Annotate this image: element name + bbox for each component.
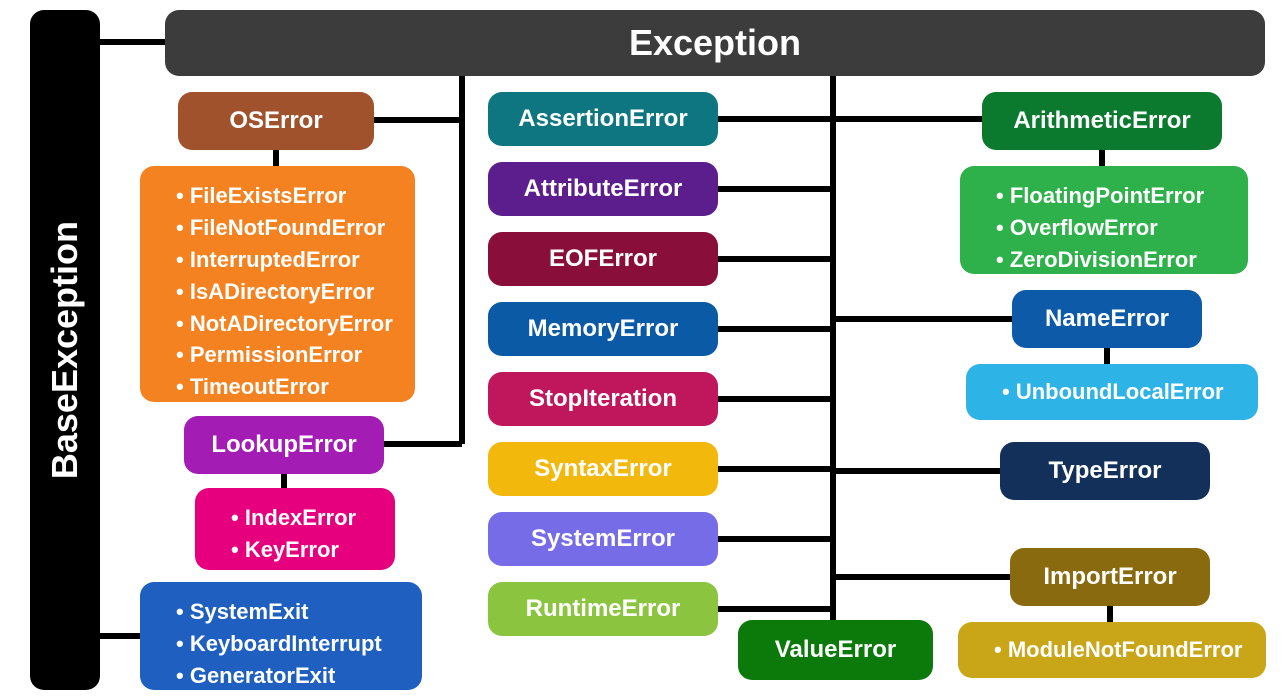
node-memory-error-label: MemoryError	[528, 315, 679, 343]
node-lookup-error-label: LookupError	[211, 431, 356, 459]
list-item: ZeroDivisionError	[996, 244, 1228, 276]
node-value-error: ValueError	[738, 620, 933, 680]
node-eof-error-label: EOFError	[549, 245, 657, 273]
node-arithmetic-error-label: ArithmeticError	[1013, 107, 1190, 135]
list-item: ModuleNotFoundError	[994, 634, 1246, 666]
node-system-error-label: SystemError	[531, 525, 675, 553]
node-stop-iteration-label: StopIteration	[529, 385, 677, 413]
node-syntax-error: SyntaxError	[488, 442, 718, 496]
list-item: UnboundLocalError	[1002, 376, 1238, 408]
node-import-list: ModuleNotFoundError	[958, 622, 1266, 678]
node-name-error: NameError	[1012, 290, 1202, 348]
list-item: SystemExit	[176, 596, 402, 628]
node-exception: Exception	[165, 10, 1265, 76]
node-base-exception-list: SystemExit KeyboardInterrupt GeneratorEx…	[140, 582, 422, 690]
node-memory-error: MemoryError	[488, 302, 718, 356]
list-item: IsADirectoryError	[176, 276, 395, 308]
node-assertion-error-label: AssertionError	[518, 105, 687, 133]
node-type-error-label: TypeError	[1049, 457, 1162, 485]
node-runtime-error-label: RuntimeError	[526, 595, 681, 623]
list-item: IndexError	[231, 502, 375, 534]
node-attribute-error-label: AttributeError	[524, 175, 683, 203]
node-assertion-error: AssertionError	[488, 92, 718, 146]
list-item: KeyError	[231, 534, 375, 566]
node-syntax-error-label: SyntaxError	[534, 455, 671, 483]
node-lookup-error: LookupError	[184, 416, 384, 474]
list-item: InterruptedError	[176, 244, 395, 276]
node-import-error: ImportError	[1010, 548, 1210, 606]
list-item: KeyboardInterrupt	[176, 628, 402, 660]
node-system-error: SystemError	[488, 512, 718, 566]
node-lookup-error-list: IndexError KeyError	[195, 488, 395, 570]
list-item: FloatingPointError	[996, 180, 1228, 212]
list-item: OverflowError	[996, 212, 1228, 244]
node-runtime-error: RuntimeError	[488, 582, 718, 636]
node-name-error-label: NameError	[1045, 305, 1169, 333]
node-stop-iteration: StopIteration	[488, 372, 718, 426]
list-item: GeneratorExit	[176, 660, 402, 692]
node-attribute-error: AttributeError	[488, 162, 718, 216]
node-import-error-label: ImportError	[1043, 563, 1176, 591]
node-name-error-list: UnboundLocalError	[966, 364, 1258, 420]
node-os-error-list: FileExistsError FileNotFoundError Interr…	[140, 166, 415, 402]
list-item: FileNotFoundError	[176, 212, 395, 244]
node-base-exception-label: BaseException	[44, 221, 86, 479]
node-eof-error: EOFError	[488, 232, 718, 286]
node-type-error: TypeError	[1000, 442, 1210, 500]
list-item: TimeoutError	[176, 371, 395, 403]
list-item: PermissionError	[176, 339, 395, 371]
node-base-exception: BaseException	[30, 10, 100, 690]
list-item: NotADirectoryError	[176, 308, 395, 340]
list-item: FileExistsError	[176, 180, 395, 212]
node-exception-label: Exception	[629, 22, 801, 64]
node-os-error: OSError	[178, 92, 374, 150]
node-arithmetic-error: ArithmeticError	[982, 92, 1222, 150]
node-os-error-label: OSError	[229, 107, 322, 135]
node-arithmetic-list: FloatingPointError OverflowError ZeroDiv…	[960, 166, 1248, 274]
node-value-error-label: ValueError	[775, 636, 896, 664]
